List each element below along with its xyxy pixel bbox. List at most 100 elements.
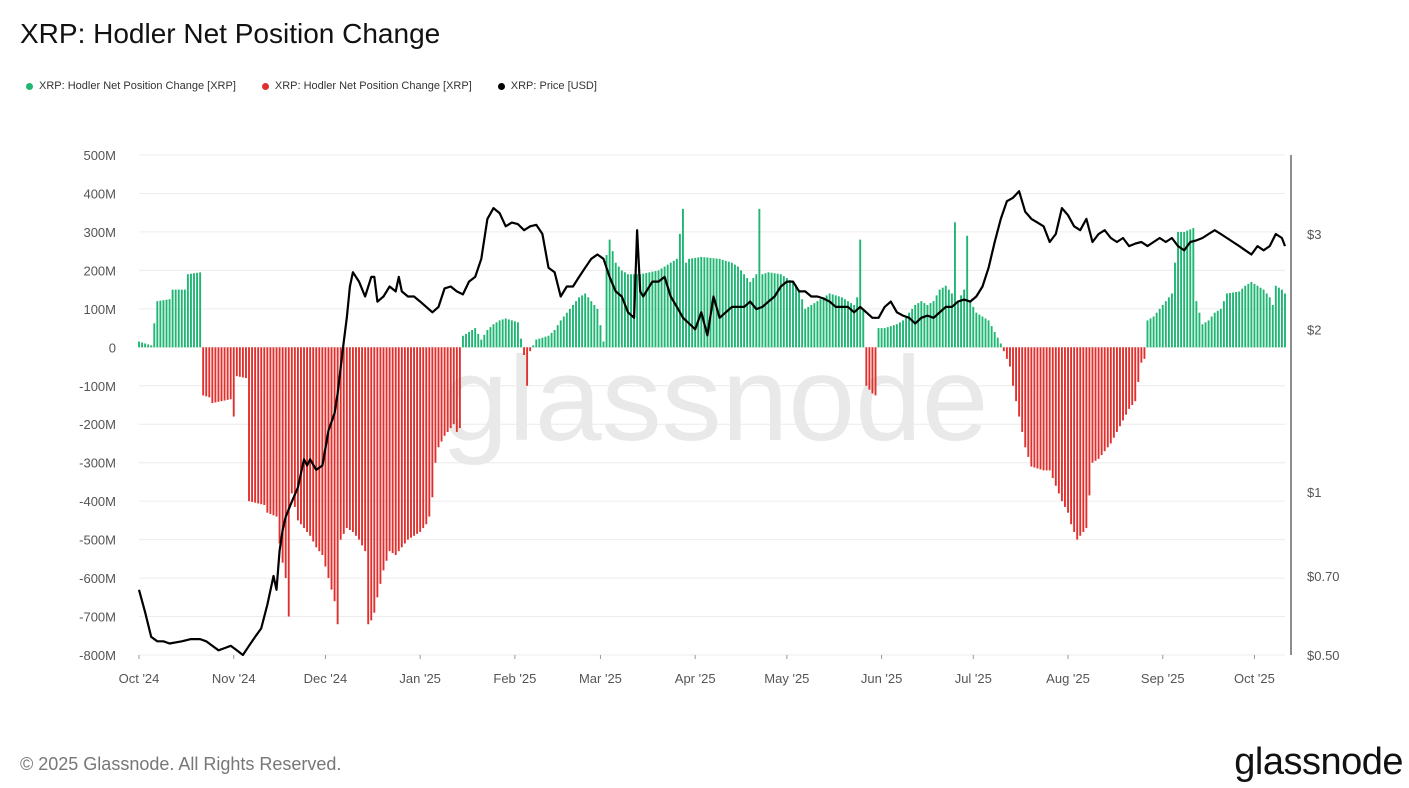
bar <box>715 258 718 348</box>
bar <box>559 320 562 348</box>
bar <box>339 347 342 540</box>
bar <box>1030 347 1033 467</box>
bar <box>642 273 645 348</box>
bar-series <box>138 208 1286 625</box>
bar <box>837 296 840 348</box>
bar <box>1158 308 1161 348</box>
bar <box>394 347 397 555</box>
bar <box>202 347 205 396</box>
bar <box>593 305 596 348</box>
bar <box>1219 308 1222 348</box>
bar <box>177 289 180 348</box>
bar <box>935 295 938 348</box>
bar <box>446 347 449 432</box>
x-tick-label: Sep '25 <box>1141 671 1185 686</box>
bar <box>584 293 587 348</box>
bar <box>168 299 171 348</box>
bar <box>1051 347 1054 479</box>
bar <box>703 257 706 348</box>
bar <box>568 308 571 348</box>
bar <box>1268 297 1271 348</box>
bar <box>281 347 284 563</box>
bar <box>428 347 431 517</box>
bar <box>162 300 165 348</box>
bar <box>920 301 923 348</box>
bar <box>138 341 140 348</box>
bar <box>296 347 299 521</box>
bar <box>199 272 202 348</box>
x-tick-label: Oct '24 <box>119 671 160 686</box>
bar <box>1073 347 1076 532</box>
bar <box>1012 347 1014 386</box>
bar <box>1024 347 1027 448</box>
legend-item-price[interactable]: XRP: Price [USD] <box>497 80 597 92</box>
bar <box>1241 288 1244 348</box>
bar <box>1112 347 1115 438</box>
bar <box>819 299 822 348</box>
bar <box>348 347 351 530</box>
legend-label-negative: XRP: Hodler Net Position Change [XRP] <box>274 80 472 92</box>
bar <box>963 289 966 348</box>
bar <box>556 325 559 348</box>
bar <box>165 299 168 348</box>
bar <box>788 280 791 348</box>
bar <box>272 347 275 516</box>
bar <box>1005 347 1008 359</box>
bar <box>795 285 797 348</box>
bar <box>743 274 746 348</box>
bar <box>248 347 250 502</box>
left-axis: 500M 400M 300M 200M 100M 0 -100M -200M -300M -400… <box>79 148 116 663</box>
left-tick-label: -500M <box>79 533 116 548</box>
legend-item-positive[interactable]: XRP: Hodler Net Position Change [XRP] <box>26 80 236 92</box>
bar <box>159 300 162 348</box>
bar <box>315 347 318 548</box>
bar <box>694 257 697 348</box>
bar <box>422 347 425 529</box>
price-line <box>137 190 1287 657</box>
bar <box>330 347 333 590</box>
bar <box>871 347 874 394</box>
copyright-text: © 2025 Glassnode. All Rights Reserved. <box>20 754 342 774</box>
bar <box>419 347 422 532</box>
bar <box>254 347 257 503</box>
bar <box>241 347 244 378</box>
bar <box>975 312 978 348</box>
bar <box>938 289 941 348</box>
bar <box>859 239 862 348</box>
bar <box>517 322 519 348</box>
bar <box>190 273 192 348</box>
bar <box>1076 347 1079 540</box>
bar <box>180 289 183 348</box>
bar <box>321 347 324 555</box>
bar <box>672 260 675 348</box>
bar <box>260 347 263 505</box>
bar <box>1244 285 1247 348</box>
legend-label-positive: XRP: Hodler Net Position Change [XRP] <box>39 80 236 92</box>
left-tick-label: 100M <box>83 302 116 317</box>
bar <box>792 281 794 348</box>
bar <box>776 273 779 348</box>
legend-label-price: XRP: Price [USD] <box>510 80 597 92</box>
bar <box>675 258 678 348</box>
bar <box>999 343 1002 348</box>
bar <box>208 347 211 398</box>
legend-item-negative[interactable]: XRP: Hodler Net Position Change [XRP] <box>261 80 472 92</box>
bar <box>306 347 309 532</box>
bar <box>862 308 865 348</box>
bar <box>581 295 584 348</box>
bar <box>529 347 532 352</box>
bar <box>822 297 825 348</box>
bar <box>1149 318 1152 348</box>
left-tick-label: -100M <box>79 379 116 394</box>
bar <box>602 341 605 348</box>
bar <box>544 336 547 348</box>
bar <box>895 324 898 348</box>
bar <box>266 347 269 513</box>
bar <box>620 270 623 348</box>
bar <box>449 347 452 429</box>
bar <box>193 273 195 348</box>
bar <box>413 347 415 536</box>
bar <box>767 272 770 348</box>
bar <box>220 347 223 402</box>
bar <box>232 347 235 417</box>
